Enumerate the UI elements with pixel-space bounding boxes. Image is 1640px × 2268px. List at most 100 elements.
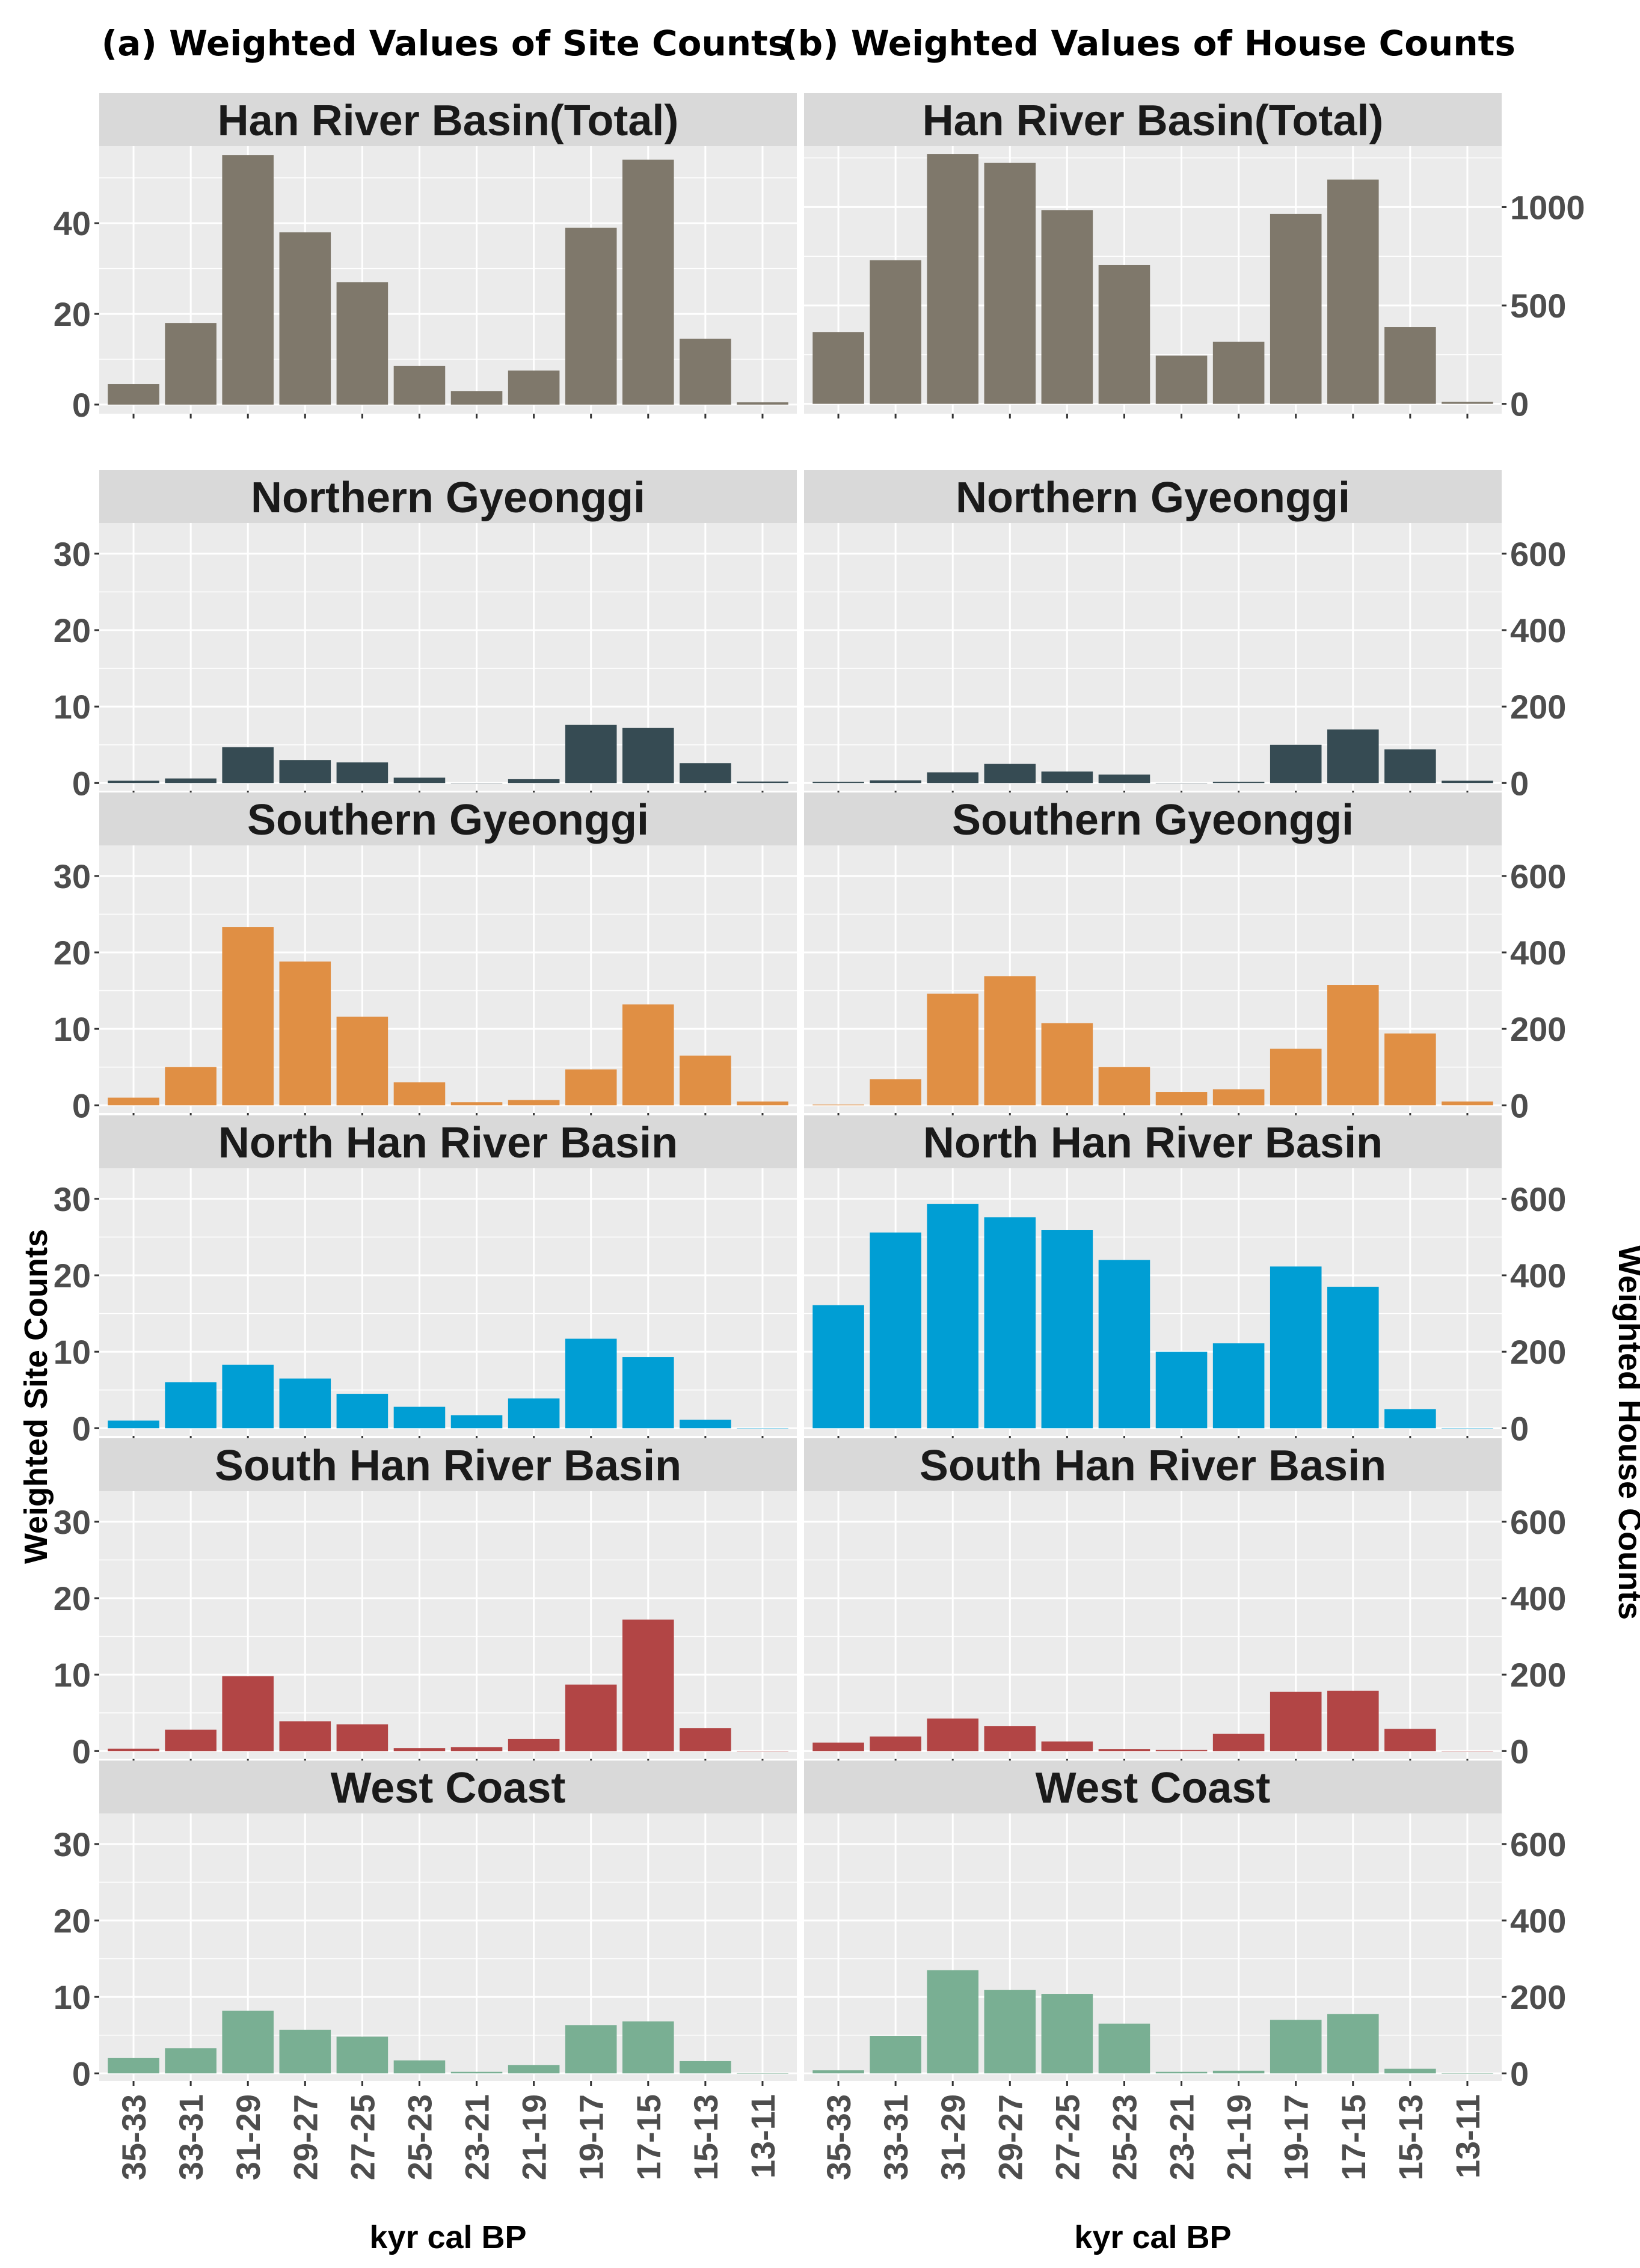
facet-left-2: Southern Gyeonggi 0 10 20 30 (54, 792, 797, 1124)
bar (622, 1619, 674, 1752)
bar (1442, 2073, 1493, 2074)
x-tick-label: 29-27 (991, 2094, 1029, 2180)
y-tick-label: 0 (1510, 1086, 1529, 1124)
x-tick-label: 19-17 (1277, 2094, 1315, 2180)
y-tick-label: 10 (54, 1333, 91, 1371)
bar (737, 402, 788, 405)
bar (1212, 2070, 1265, 2074)
bar (622, 728, 674, 783)
facet-right-4: South Han River Basin 0 200 400 600 (804, 1438, 1566, 1770)
bar (450, 1747, 503, 1752)
bar (812, 1742, 864, 1752)
x-tick-label: 15-13 (687, 2094, 725, 2180)
y-tick-label: 30 (54, 857, 91, 895)
bar (565, 1684, 617, 1752)
y-tick-label: 500 (1510, 287, 1566, 325)
y-tick-label: 1000 (1510, 188, 1585, 226)
y-tick-label: 400 (1510, 1257, 1566, 1295)
bar (737, 1751, 788, 1752)
bar (1442, 780, 1493, 783)
facet-right-1: Northern Gyeonggi 0 200 400 600 (804, 470, 1566, 802)
y-tick-label: 200 (1510, 1978, 1566, 2016)
facet-title: South Han River Basin (920, 1442, 1386, 1490)
bar (1155, 1750, 1208, 1752)
x-tick-label: 25-23 (401, 2094, 438, 2180)
bar (222, 2011, 274, 2074)
facet-left-3: North Han River Basin 0 10 20 30 (54, 1115, 797, 1447)
y-tick-label: 200 (1510, 688, 1566, 726)
x-tick-label: 31-29 (934, 2094, 972, 2180)
facet-strip (99, 1761, 797, 1813)
bar (393, 2060, 446, 2074)
bar (680, 1420, 731, 1429)
bar (1442, 1428, 1493, 1429)
y-tick-label: 10 (54, 688, 91, 726)
bar (870, 1736, 921, 1752)
bar (508, 779, 560, 783)
bar (336, 762, 389, 783)
bar (1327, 729, 1379, 783)
left-x-axis-label: kyr cal BP (369, 2219, 527, 2255)
facet-left-0: Han River Basin(Total) 0 20 40 (54, 93, 797, 424)
facet-strip (804, 792, 1502, 845)
bar (336, 1394, 389, 1429)
bar (1041, 1023, 1093, 1106)
x-tick-label: 15-13 (1392, 2094, 1430, 2180)
y-tick-label: 600 (1510, 857, 1566, 895)
bar (508, 1738, 560, 1752)
x-tick-label: 33-31 (877, 2094, 915, 2180)
bar (108, 780, 159, 783)
bar (1384, 2068, 1436, 2074)
bar (1041, 1741, 1093, 1752)
x-tick-label: 31-29 (229, 2094, 267, 2180)
facet-title: Han River Basin(Total) (923, 97, 1384, 145)
bar (165, 1067, 217, 1106)
bar (870, 780, 921, 783)
bar (222, 927, 274, 1106)
bar (279, 1378, 331, 1429)
facet-title: West Coast (1036, 1764, 1271, 1812)
panel-background (99, 1491, 797, 1759)
x-tick-label: 13-11 (744, 2094, 782, 2178)
bar (984, 1990, 1036, 2074)
bar (565, 1069, 617, 1106)
x-tick-label: 13-11 (1449, 2094, 1487, 2178)
bar (222, 747, 274, 783)
x-tick-label: 17-15 (630, 2094, 668, 2180)
bar (1384, 327, 1436, 404)
y-tick-label: 0 (1510, 2055, 1529, 2092)
x-tick-label: 27-25 (343, 2094, 381, 2180)
bar (1212, 1343, 1265, 1429)
bar (1327, 179, 1379, 404)
facet-left-1: Northern Gyeonggi 0 10 20 30 (54, 470, 797, 802)
y-tick-label: 200 (1510, 1656, 1566, 1694)
bar (279, 961, 331, 1106)
x-tick-label: 23-21 (458, 2094, 496, 2180)
bar (165, 323, 217, 405)
bar (737, 1428, 788, 1429)
facet-left-5: West Coast 0 10 20 30 35-33 33-31 31-29 29-27 27-… (54, 1761, 797, 2180)
facet-strip (804, 1438, 1502, 1491)
bar (108, 384, 159, 405)
facet-right-5: West Coast 0 200 400 600 35-33 33-31 31-29 29-27… (804, 1761, 1566, 2180)
bar (1212, 1089, 1265, 1106)
y-tick-label: 30 (54, 1503, 91, 1541)
x-tick-label: 21-19 (515, 2094, 553, 2180)
y-tick-label: 0 (72, 386, 91, 424)
bar (1327, 985, 1379, 1106)
bar (984, 162, 1036, 404)
bar (812, 782, 864, 783)
bar (812, 1305, 864, 1429)
y-tick-label: 0 (72, 2055, 91, 2092)
bar (1212, 1733, 1265, 1752)
x-tick-label: 17-15 (1334, 2094, 1372, 2180)
bar (450, 1102, 503, 1106)
y-tick-label: 0 (72, 1409, 91, 1447)
right-column-title: (b) Weighted Values of House Counts (782, 23, 1516, 64)
bar (165, 1729, 217, 1752)
bar (1270, 1266, 1322, 1429)
bar (1212, 782, 1265, 783)
bar (450, 1415, 503, 1429)
